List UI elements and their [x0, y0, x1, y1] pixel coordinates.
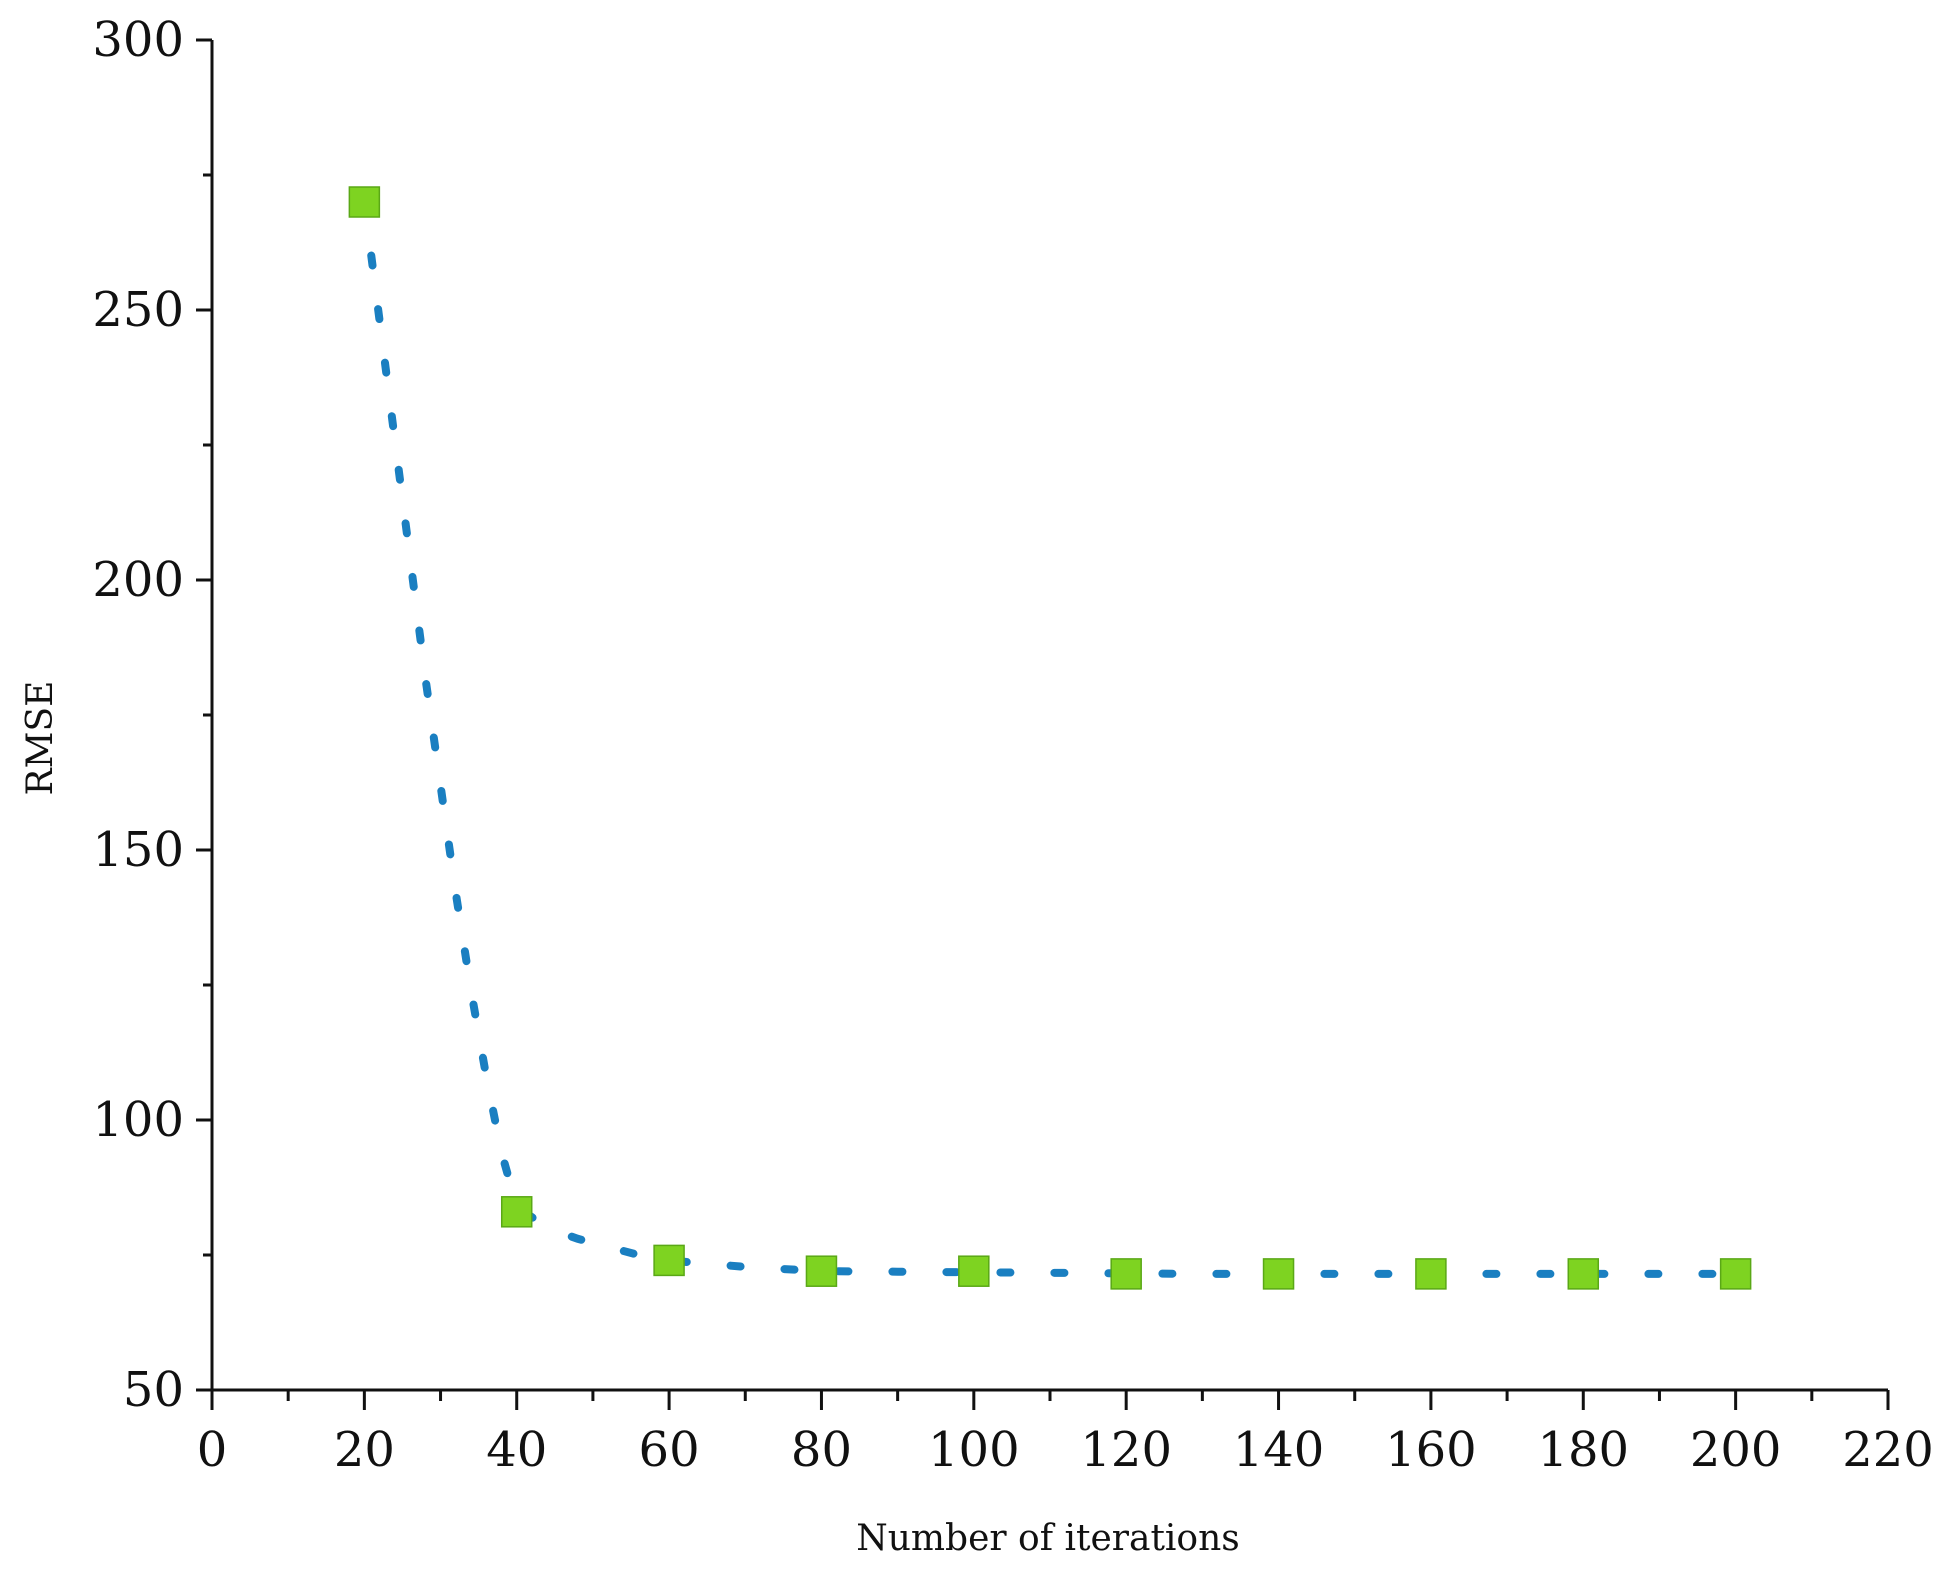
y-tick-label: 150: [92, 822, 184, 878]
x-tick-label: 220: [1842, 1422, 1934, 1478]
y-tick-label: 300: [92, 12, 184, 68]
x-tick-label: 200: [1690, 1422, 1782, 1478]
y-axis-label: RMSE: [20, 681, 61, 796]
x-axis-label: Number of iterations: [856, 1518, 1240, 1559]
x-tick-label: 120: [1080, 1422, 1172, 1478]
y-tick-label: 200: [92, 552, 184, 608]
axes: 50 100 150 200 250 300 0 20 40 60 80 100 120 140 160 18…: [92, 12, 1933, 1478]
x-tick-label: 180: [1537, 1422, 1629, 1478]
data-point-marker: [348, 186, 381, 218]
x-tick-label: 0: [197, 1422, 228, 1478]
data-point-marker: [1719, 1258, 1752, 1290]
y-tick-label: 250: [92, 282, 184, 338]
data-point-marker: [1110, 1258, 1142, 1290]
data-point-marker: [805, 1255, 838, 1287]
x-tick-label: 20: [334, 1422, 395, 1478]
x-tick-label: 40: [486, 1422, 547, 1478]
data-point-marker: [500, 1196, 533, 1228]
x-tick-label: 100: [928, 1422, 1020, 1478]
x-tick-label: 80: [791, 1422, 852, 1478]
data-point-marker: [1415, 1258, 1447, 1290]
x-tick-label: 160: [1385, 1422, 1477, 1478]
data-point-marker: [1567, 1258, 1600, 1290]
y-tick-label: 50: [123, 1362, 184, 1418]
data-markers: [348, 186, 1752, 1290]
fitted-curve: [360, 198, 1740, 1278]
data-point-marker: [958, 1255, 990, 1287]
curve-path: [360, 198, 1740, 1278]
x-tick-label: 60: [639, 1422, 700, 1478]
data-point-marker: [1262, 1258, 1295, 1290]
x-tick-label: 140: [1233, 1422, 1325, 1478]
y-tick-label: 100: [92, 1092, 184, 1148]
data-point-marker: [653, 1244, 685, 1277]
